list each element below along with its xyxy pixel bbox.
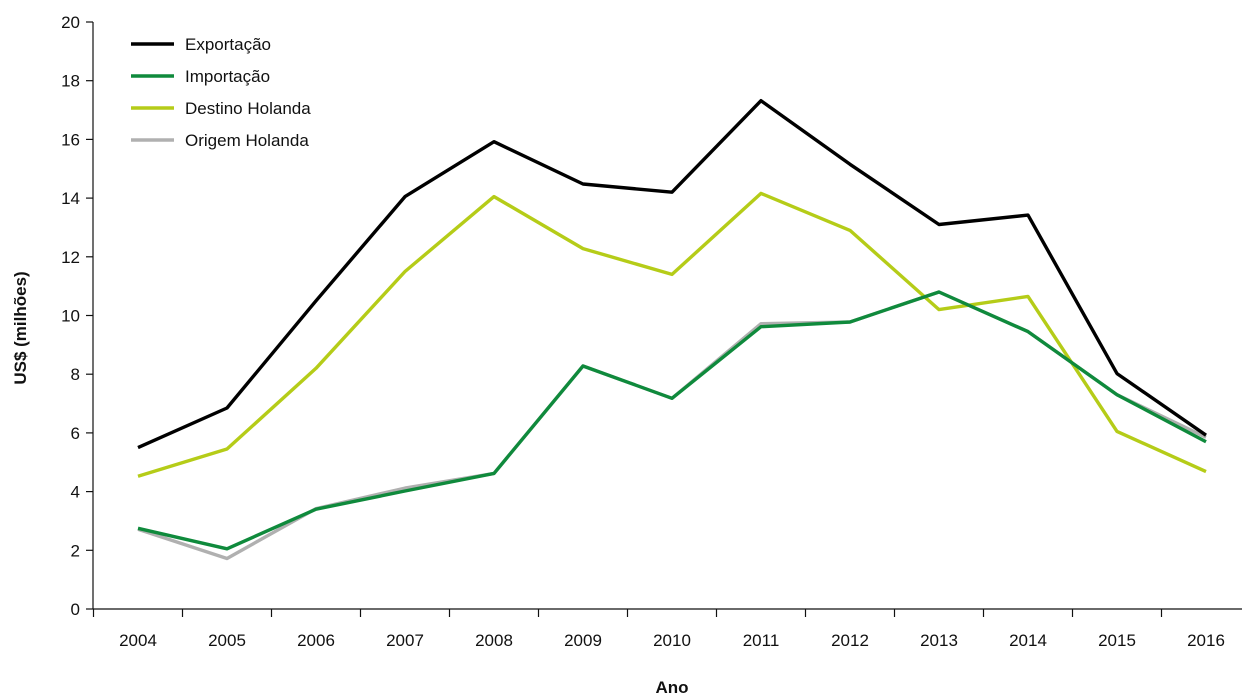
y-tick-label: 20: [61, 13, 80, 32]
series-line-0: [137, 98, 1207, 450]
x-tick-label: 2010: [653, 631, 691, 650]
series-lines: [137, 98, 1207, 561]
x-tick-label: 2011: [743, 631, 780, 650]
y-axis-title: US$ (milhões): [11, 271, 30, 384]
y-tick-label: 12: [61, 248, 80, 267]
y-tick-label: 2: [71, 541, 80, 560]
legend-label: Exportação: [185, 35, 271, 54]
axes: [86, 21, 1242, 617]
y-tick-label: 14: [61, 189, 80, 208]
y-tick-label: 6: [71, 424, 80, 443]
x-tick-label: 2008: [475, 631, 513, 650]
series-line-1: [137, 290, 1207, 551]
y-tick-labels: 0 2 4 6 8 10 12 14 16 18 20: [61, 13, 80, 619]
x-tick-label: 2005: [208, 631, 246, 650]
y-tick-label: 16: [61, 130, 80, 149]
x-tick-label: 2007: [386, 631, 424, 650]
x-tick-label: 2016: [1187, 631, 1225, 650]
x-tick-label: 2014: [1009, 631, 1047, 650]
y-tick-label: 4: [71, 483, 80, 502]
series-line-2: [137, 191, 1207, 478]
y-tick-label: 8: [71, 365, 80, 384]
y-tick-label: 10: [61, 307, 80, 326]
legend: Exportação Importação Destino Holanda Orige…: [131, 35, 311, 150]
x-tick-label: 2006: [297, 631, 335, 650]
legend-label: Importação: [185, 67, 270, 86]
x-tick-label: 2009: [564, 631, 602, 650]
x-tick-label: 2013: [920, 631, 958, 650]
x-tick-labels: 2004 2005 2006 2007 2008 2009 2010 2011 2012 2013…: [119, 631, 1225, 650]
x-tick-label: 2004: [119, 631, 157, 650]
legend-label: Origem Holanda: [185, 131, 309, 150]
legend-label: Destino Holanda: [185, 99, 311, 118]
y-tick-label: 18: [61, 72, 80, 91]
x-tick-label: 2012: [831, 631, 869, 650]
x-axis-title: Ano: [655, 678, 688, 695]
x-tick-label: 2015: [1098, 631, 1136, 650]
y-tick-label: 0: [71, 600, 80, 619]
